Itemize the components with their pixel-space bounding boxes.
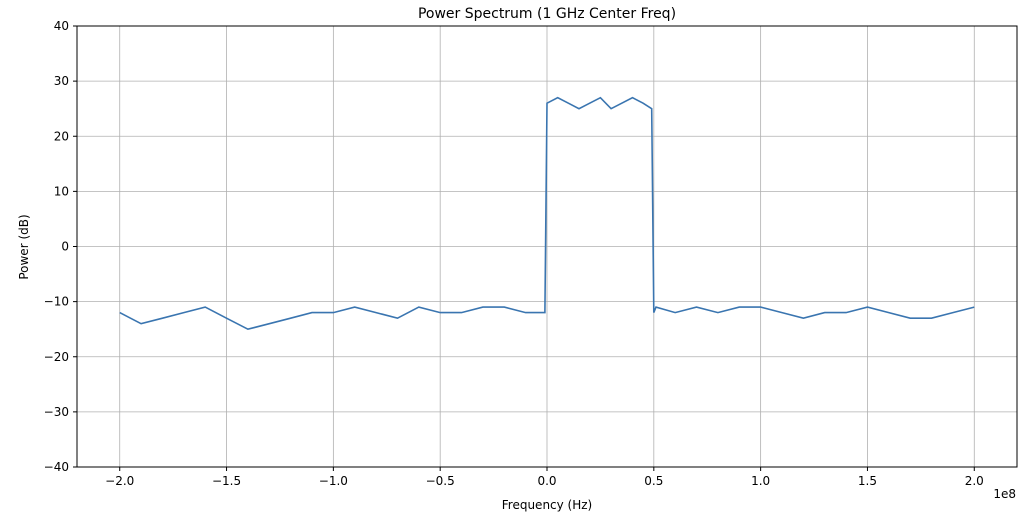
y-tick-label: −10 — [44, 295, 69, 309]
y-tick-label: −20 — [44, 350, 69, 364]
chart-title: Power Spectrum (1 GHz Center Freq) — [418, 6, 676, 22]
y-axis-ticks: −40 −30 −20 −10 0 10 20 30 40 — [44, 19, 77, 474]
y-tick-label: 10 — [54, 184, 69, 198]
x-axis-label: Frequency (Hz) — [502, 498, 593, 512]
y-tick-label: −30 — [44, 405, 69, 419]
x-tick-label: −1.5 — [212, 474, 241, 488]
grid — [77, 25, 1017, 468]
x-tick-label: 0.5 — [644, 474, 663, 488]
x-tick-label: −1.0 — [319, 474, 348, 488]
x-tick-label: 1.0 — [751, 474, 770, 488]
x-tick-label: −0.5 — [426, 474, 455, 488]
x-axis-offset-label: 1e8 — [993, 487, 1016, 501]
y-axis-label: Power (dB) — [17, 214, 31, 279]
y-tick-label: −40 — [44, 460, 69, 474]
y-tick-label: 0 — [61, 240, 69, 254]
y-tick-label: 30 — [54, 74, 69, 88]
series-line — [119, 96, 975, 331]
x-axis-ticks: −2.0 −1.5 −1.0 −0.5 0.0 0.5 1.0 1.5 2.0 — [105, 467, 984, 488]
x-tick-label: −2.0 — [105, 474, 134, 488]
x-tick-label: 2.0 — [965, 474, 984, 488]
y-tick-label: 20 — [54, 129, 69, 143]
y-tick-label: 40 — [54, 19, 69, 33]
x-tick-label: 0.0 — [537, 474, 556, 488]
x-tick-label: 1.5 — [858, 474, 877, 488]
